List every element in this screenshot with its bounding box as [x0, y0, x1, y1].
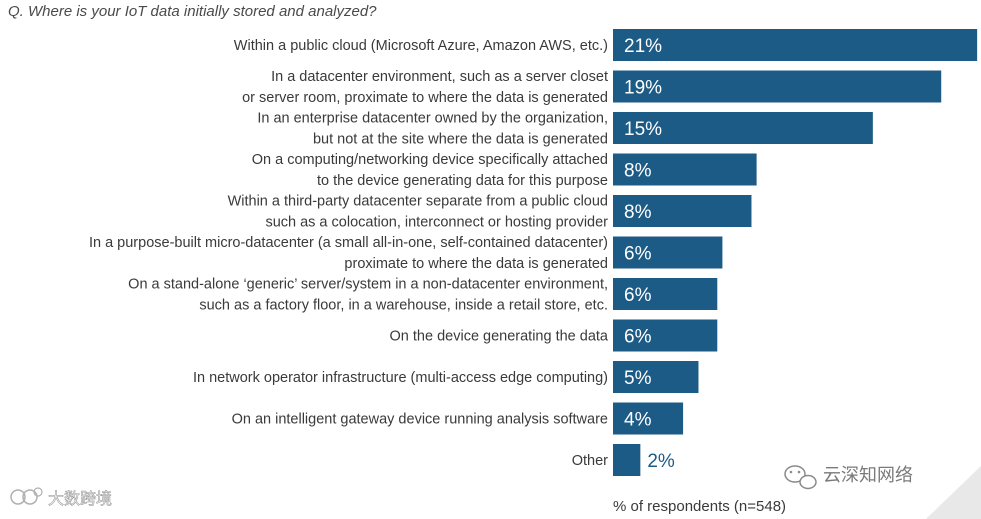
bar-value-label-9: 5% [624, 368, 652, 389]
bar-7 [613, 278, 718, 310]
category-label-5-line-2: such as a colocation, interconnect or ho… [265, 215, 608, 231]
watermark-left-text: 大数跨境 [48, 489, 112, 508]
bar-value-label-6: 6% [624, 244, 652, 265]
category-label-7-line-2: such as a factory floor, in a warehouse,… [199, 298, 608, 314]
page-fold-corner [926, 466, 981, 519]
category-label-2-line-2: or server room, proximate to where the d… [242, 90, 608, 106]
bar-value-label-3: 15% [624, 119, 662, 140]
watermark-right-text: 云深知网络 [823, 465, 913, 486]
category-label-6-line-2: proximate to where the data is generated [344, 256, 608, 272]
category-label-6-line-1: In a purpose-built micro-datacenter (a s… [89, 235, 608, 251]
bars-layer: 21% Within a public cloud (Microsoft Azur… [89, 29, 978, 476]
bar-value-label-5: 8% [624, 202, 652, 223]
bar-1 [613, 29, 978, 61]
brand-logo-icon [10, 487, 43, 505]
category-label-3-line-2: but not at the site where the data is ge… [313, 132, 608, 148]
bar-value-label-8: 6% [624, 327, 652, 348]
watermark-left: 大数跨境 [10, 487, 112, 508]
wechat-icon [784, 465, 817, 490]
bar-11 [613, 444, 641, 476]
category-label-11: Other [572, 453, 608, 469]
bar-value-label-10: 4% [624, 410, 652, 431]
chart-title: Q. Where is your IoT data initially stor… [8, 3, 377, 20]
bar-9 [613, 361, 699, 393]
category-label-7-line-1: On a stand-alone ‘generic’ server/system… [128, 277, 608, 293]
bar-value-label-7: 6% [624, 285, 652, 306]
bar-value-label-1: 21% [624, 36, 662, 57]
bar-8 [613, 319, 718, 352]
category-label-1: Within a public cloud (Microsoft Azure, … [234, 38, 608, 54]
category-label-4-line-2: to the device generating data for this p… [317, 173, 608, 189]
category-label-8: On the device generating the data [390, 329, 609, 345]
bar-value-label-11: 2% [647, 451, 675, 472]
x-axis-label: % of respondents (n=548) [613, 498, 786, 515]
bar-3 [613, 112, 873, 144]
bar-2 [613, 70, 942, 103]
category-label-2-line-1: In a datacenter environment, such as a s… [271, 69, 608, 85]
bar-6 [613, 236, 723, 269]
bar-value-label-2: 19% [624, 78, 662, 99]
bar-5 [613, 195, 752, 227]
category-label-3-line-1: In an enterprise datacenter owned by the… [257, 111, 608, 127]
bar-4 [613, 153, 757, 186]
watermark-right: 云深知网络 [784, 465, 981, 519]
category-label-9: In network operator infrastructure (mult… [193, 370, 608, 386]
category-label-10: On an intelligent gateway device running… [232, 412, 608, 428]
bar-10 [613, 402, 684, 435]
category-label-4-line-1: On a computing/networking device specifi… [252, 152, 608, 168]
bar-value-label-4: 8% [624, 161, 652, 182]
category-label-5-line-1: Within a third-party datacenter separate… [228, 194, 608, 210]
